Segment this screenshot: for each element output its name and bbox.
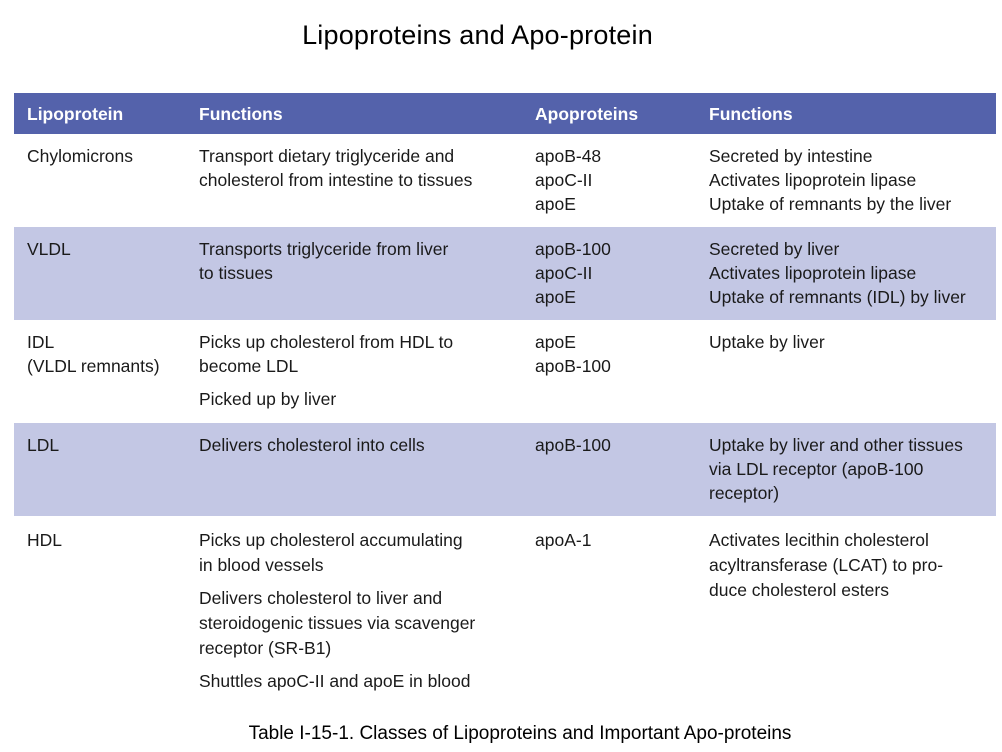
cell-apo-functions: Uptake by liver and other tissues via LD…: [709, 435, 963, 503]
cell-functions: Picks up cholesterol from HDL to become …: [199, 332, 454, 409]
cell-apoproteins: apoB-100 apoC-II apoE: [535, 239, 611, 307]
cell-functions: Delivers cholesterol into cells: [199, 435, 425, 455]
page-title: Lipoproteins and Apo-protein: [302, 20, 653, 50]
cell-functions: Transports triglyceride from liver to ti…: [199, 239, 449, 283]
table-header-row: Lipoprotein Functions Apoproteins Functi…: [14, 93, 996, 134]
table-row-chylomicrons: Chylomicrons Transport dietary triglycer…: [14, 134, 996, 227]
cell-apo-functions: Secreted by intestine Activates lipoprot…: [709, 146, 952, 214]
cell-functions: Picks up cholesterol accumulating in blo…: [199, 530, 476, 691]
table-row-hdl: HDL Picks up cholesterol accumulating in…: [14, 516, 996, 706]
lipoprotein-table: Lipoprotein Functions Apoproteins Functi…: [14, 93, 996, 706]
cell-apo-functions: Uptake by liver: [709, 332, 825, 352]
cell-lipoprotein: LDL: [27, 435, 60, 455]
cell-lipoprotein: HDL: [27, 530, 63, 550]
cell-lipoprotein: Chylomicrons: [27, 146, 133, 166]
cell-apoproteins: apoB-100: [535, 435, 611, 455]
table-caption: Table I-15-1. Classes of Lipoproteins an…: [248, 723, 792, 744]
cell-apo-functions: Secreted by liver Activates lipoprotein …: [709, 239, 966, 307]
cell-apoproteins: apoB-48 apoC-II apoE: [535, 146, 602, 214]
cell-functions: Transport dietary triglyceride and chole…: [199, 146, 473, 190]
cell-apo-functions: Activates lecithin cholesterol acyltrans…: [709, 530, 944, 600]
table-row-ldl: LDL Delivers cholesterol into cells apoB…: [14, 423, 996, 516]
table-row-idl: IDL (VLDL remnants) Picks up cholesterol…: [14, 320, 996, 423]
cell-apoproteins: apoE apoB-100: [535, 332, 611, 376]
cell-lipoprotein: IDL (VLDL remnants): [27, 332, 160, 376]
cell-lipoprotein: VLDL: [27, 239, 71, 259]
header-functions: Functions: [199, 103, 283, 124]
header-apo-functions: Functions: [709, 103, 793, 124]
table-row-vldl: VLDL Transports triglyceride from liver …: [14, 227, 996, 320]
header-apoproteins: Apoproteins: [535, 103, 639, 124]
header-lipoprotein: Lipoprotein: [27, 103, 124, 124]
cell-apoproteins: apoA-1: [535, 530, 592, 550]
